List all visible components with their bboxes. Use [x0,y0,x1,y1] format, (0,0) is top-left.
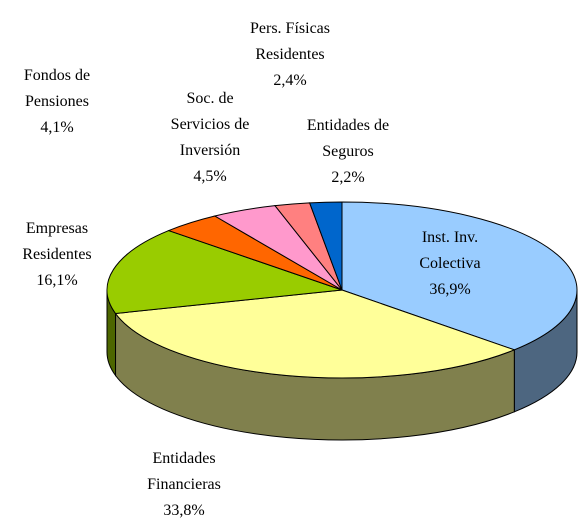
category-label: Entidades Financieras [147,450,221,493]
slice [341,201,578,351]
slice-label: Pers. Físicas Residentes 2,4% [250,16,330,94]
value-label: 4,5% [193,168,227,185]
category-label: Empresas Residentes [22,220,92,263]
category-label: Inst. Inv. Colectiva [419,229,481,272]
slice-label: Empresas Residentes 16,1% [22,216,91,294]
category-label: Entidades de Seguros [306,117,390,160]
value-label: 16,1% [36,272,78,289]
value-label: 36,9% [429,281,471,298]
slice-label: Fondos de Pensiones 4,1% [24,63,90,141]
category-label: Fondos de Pensiones [23,67,91,110]
category-label: Soc. de Servicios de Inversión [170,90,250,159]
slice [106,230,343,315]
value-label: 2,4% [273,72,307,89]
value-label: 33,8% [163,502,205,519]
slice [308,201,343,291]
slice-label: Entidades Financieras 33,8% [147,446,221,524]
category-label: Pers. Físicas Residentes [250,20,330,63]
slice-label: Inst. Inv. Colectiva 36,9% [419,225,480,303]
slice-label: Soc. de Servicios de Inversión 4,5% [171,86,250,190]
value-label: 4,1% [40,119,74,136]
value-label: 2,2% [331,169,365,186]
slice [114,289,516,379]
slice-label: Entidades de Seguros 2,2% [307,113,389,191]
